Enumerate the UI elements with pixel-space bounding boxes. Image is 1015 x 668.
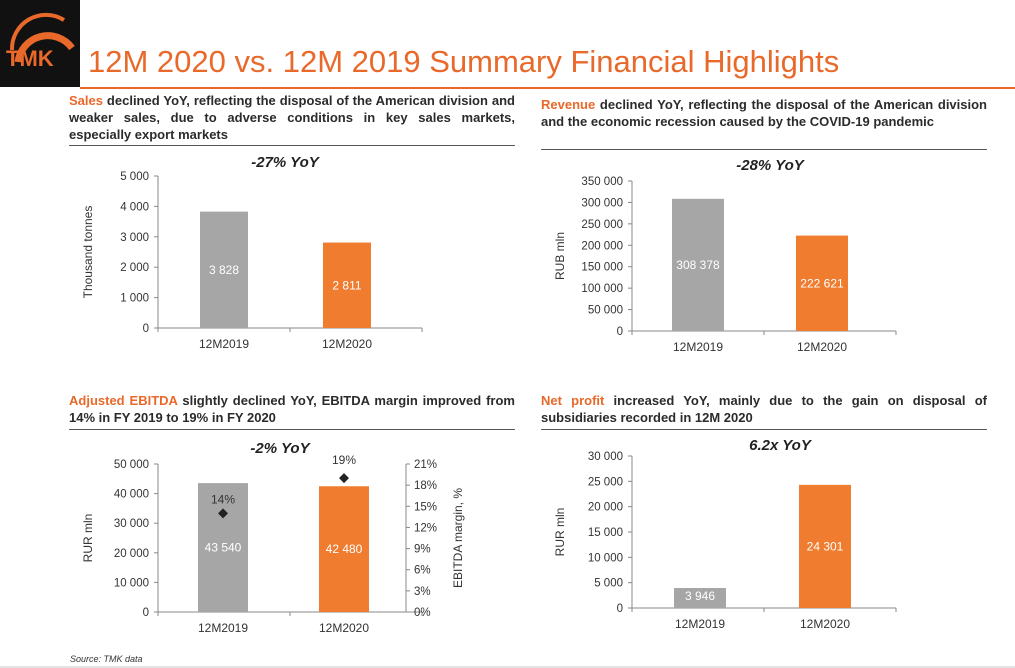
bar-12M2020 — [323, 242, 371, 328]
data-label: 308 378 — [676, 258, 720, 272]
x-tick-label: 12M2019 — [199, 337, 249, 351]
bar-12M2019 — [674, 588, 726, 608]
y-tick-label: 0 — [617, 326, 623, 338]
ebitda-text: slightly declined YoY, EBITDA margin imp… — [69, 393, 515, 425]
sales-highlight: Sales — [69, 93, 103, 108]
y-tick-label: 4 000 — [120, 201, 149, 213]
y-tick-label: 2 000 — [120, 262, 149, 274]
y-tick-label: 1 000 — [120, 293, 149, 305]
secondary-y-tick-label: 12% — [414, 522, 437, 534]
ebitda-highlight: Adjusted EBITDA — [69, 393, 178, 408]
y-tick-label: 20 000 — [588, 502, 623, 514]
data-label: 3 828 — [209, 263, 239, 277]
y-tick-label: 250 000 — [581, 219, 623, 231]
bar-12M2019 — [198, 483, 248, 612]
ebitda-yoy: -2% YoY — [250, 440, 310, 457]
y-tick-label: 30 000 — [114, 518, 149, 530]
y-tick-label: 3 000 — [120, 232, 149, 244]
revenue-text: declined YoY, reflecting the disposal of… — [541, 97, 987, 129]
x-tick-label: 12M2020 — [800, 617, 850, 631]
revenue-yoy: -28% YoY — [736, 157, 804, 174]
revenue-chart: 0 50 000 100 000 150 000 200 000 250 000 300 0… — [553, 176, 897, 354]
y-axis-title: RUR mln — [81, 514, 95, 563]
sales-text: declined YoY, reflecting the disposal of… — [69, 93, 515, 142]
secondary-y-tick-label: 18% — [414, 480, 437, 492]
sales-chart: 0 1 000 2 000 3 000 4 000 5 000 Thousand tonne… — [81, 171, 423, 351]
margin-label: 19% — [332, 453, 356, 467]
x-tick-label: 12M2019 — [198, 621, 248, 635]
data-label: 3 946 — [685, 589, 715, 603]
y-tick-label: 0 — [143, 607, 149, 619]
y-tick-label: 50 000 — [114, 459, 149, 471]
y-tick-label: 10 000 — [114, 577, 149, 589]
net-profit-chart: 0 5 000 10 000 15 000 20 000 25 000 30 000 RUR … — [553, 451, 897, 631]
y-tick-label: 150 000 — [581, 262, 623, 274]
title-divider — [80, 87, 1015, 89]
margin-label: 14% — [211, 492, 235, 506]
y-tick-label: 300 000 — [581, 197, 623, 209]
y-axis-title: Thousand tonnes — [81, 206, 95, 299]
secondary-y-tick-label: 3% — [414, 586, 431, 598]
bar-12M2019 — [672, 198, 724, 331]
net-profit-yoy: 6.2x YoY — [749, 437, 811, 454]
sales-divider — [69, 145, 515, 146]
x-tick-label: 12M2020 — [319, 621, 369, 635]
y-axis-title: RUB mln — [553, 232, 567, 280]
y-axis-title: RUR mln — [553, 508, 567, 557]
y-tick-label: 5 000 — [594, 578, 623, 590]
y-tick-label: 0 — [143, 323, 149, 335]
secondary-y-tick-label: 6% — [414, 565, 431, 577]
data-label: 43 540 — [205, 541, 242, 555]
data-label: 42 480 — [326, 542, 363, 556]
x-tick-label: 12M2019 — [675, 617, 725, 631]
data-label: 222 621 — [800, 276, 844, 290]
net-profit-highlight: Net profit — [541, 393, 605, 408]
secondary-y-axis-title: EBITDA margin, % — [451, 488, 465, 588]
net-profit-divider — [541, 429, 987, 430]
revenue-description: Revenue declined YoY, reflecting the dis… — [541, 96, 987, 130]
net-profit-description: Net profit increased YoY, mainly due to … — [541, 392, 987, 426]
ebitda-chart: 0 10 000 20 000 30 000 40 000 50 000 RUR mln 43… — [81, 453, 465, 635]
y-tick-label: 25 000 — [588, 476, 623, 488]
source-note: Source: TMK data — [70, 654, 143, 664]
y-tick-label: 100 000 — [581, 283, 623, 295]
footer-divider — [0, 666, 1015, 668]
data-label: 24 301 — [807, 539, 844, 553]
y-tick-label: 15 000 — [588, 527, 623, 539]
secondary-y-tick-label: 9% — [414, 544, 431, 556]
ebitda-divider — [69, 429, 515, 430]
bar-12M2020 — [799, 484, 851, 608]
y-tick-label: 0 — [617, 603, 623, 615]
sales-yoy: -27% YoY — [251, 154, 319, 171]
secondary-y-tick-label: 0% — [414, 607, 431, 619]
sales-description: Sales declined YoY, reflecting the dispo… — [69, 92, 515, 143]
x-tick-label: 12M2020 — [797, 340, 847, 354]
revenue-highlight: Revenue — [541, 97, 596, 112]
page-title: 12M 2020 vs. 12M 2019 Summary Financial … — [88, 44, 840, 79]
y-tick-label: 350 000 — [581, 176, 623, 188]
y-tick-label: 30 000 — [588, 451, 623, 463]
ebitda-description: Adjusted EBITDA slightly declined YoY, E… — [69, 392, 515, 426]
bar-12M2020 — [796, 235, 848, 331]
margin-marker-12M2020 — [339, 473, 349, 484]
net-profit-text: increased YoY, mainly due to the gain on… — [541, 393, 987, 425]
bar-12M2020 — [319, 486, 369, 612]
revenue-divider — [541, 149, 987, 150]
y-tick-label: 20 000 — [114, 548, 149, 560]
bar-12M2019 — [200, 211, 248, 328]
y-tick-label: 200 000 — [581, 240, 623, 252]
secondary-y-tick-label: 15% — [414, 501, 437, 513]
x-tick-label: 12M2019 — [673, 340, 723, 354]
y-tick-label: 50 000 — [588, 305, 623, 317]
y-tick-label: 5 000 — [120, 171, 149, 183]
data-label: 2 811 — [332, 278, 361, 292]
x-tick-label: 12M2020 — [322, 337, 372, 351]
y-tick-label: 40 000 — [114, 489, 149, 501]
secondary-y-tick-label: 21% — [414, 459, 437, 471]
logo-text: TMK — [6, 46, 54, 71]
margin-marker-12M2019 — [218, 508, 228, 519]
tmk-logo: TMK — [0, 0, 80, 87]
y-tick-label: 10 000 — [588, 552, 623, 564]
